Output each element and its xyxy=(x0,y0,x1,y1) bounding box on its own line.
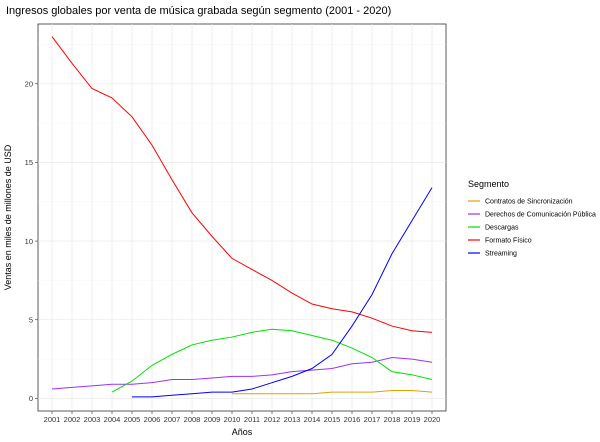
x-tick-label: 2010 xyxy=(224,415,241,424)
legend-title: Segmento xyxy=(468,179,509,189)
chart-title: Ingresos globales por venta de música gr… xyxy=(6,5,391,17)
x-tick-label: 2020 xyxy=(424,415,441,424)
legend-label: Contratos de Sincronización xyxy=(485,199,573,206)
x-tick-label: 2006 xyxy=(144,415,161,424)
y-tick-label: 15 xyxy=(25,158,33,167)
y-tick-label: 20 xyxy=(25,79,33,88)
series-line-1 xyxy=(232,390,433,395)
x-tick-label: 2012 xyxy=(264,415,281,424)
x-tick-label: 2008 xyxy=(184,415,201,424)
x-tick-label: 2016 xyxy=(344,415,361,424)
y-axis: 0 5 10 15 20 xyxy=(25,79,38,403)
x-tick-label: 2007 xyxy=(164,415,181,424)
legend-label: Streaming xyxy=(485,251,517,258)
x-tick-label: 2005 xyxy=(124,415,141,424)
series-lines xyxy=(51,36,433,398)
x-tick-label: 2015 xyxy=(324,415,341,424)
x-tick-label: 2011 xyxy=(244,415,260,424)
x-axis-label: Años xyxy=(232,427,253,437)
series-line-3 xyxy=(111,328,433,393)
x-tick-label: 2017 xyxy=(364,415,381,424)
legend-label: Formato Físico xyxy=(485,238,532,245)
y-axis-label: Ventas en miles de millones de USD xyxy=(3,144,13,290)
y-tick-label: 10 xyxy=(25,237,33,246)
legend-label: Descargas xyxy=(485,225,519,232)
x-tick-label: 2014 xyxy=(304,415,321,424)
x-tick-label: 2013 xyxy=(284,415,301,424)
plot-panel xyxy=(37,23,447,412)
x-tick-label: 2009 xyxy=(204,415,221,424)
x-tick-label: 2004 xyxy=(104,415,121,424)
y-tick-label: 5 xyxy=(29,315,33,324)
x-tick-label: 2019 xyxy=(404,415,421,424)
y-tick-label: 0 xyxy=(29,394,33,403)
legend-label: Derechos de Comunicación Pública xyxy=(485,212,596,219)
series-line-4 xyxy=(51,36,433,333)
x-tick-label: 2001 xyxy=(44,415,61,424)
series-line-2 xyxy=(51,357,433,390)
x-tick-label: 2018 xyxy=(384,415,401,424)
x-tick-label: 2003 xyxy=(84,415,101,424)
series-line-5 xyxy=(132,187,433,398)
legend: Segmento Contratos de Sincronización Dere… xyxy=(468,179,596,258)
x-tick-label: 2002 xyxy=(64,415,81,424)
grid xyxy=(38,24,446,411)
x-axis: 2001 2002 2003 2004 2005 2006 2007 2008 2009 2010… xyxy=(44,411,441,424)
